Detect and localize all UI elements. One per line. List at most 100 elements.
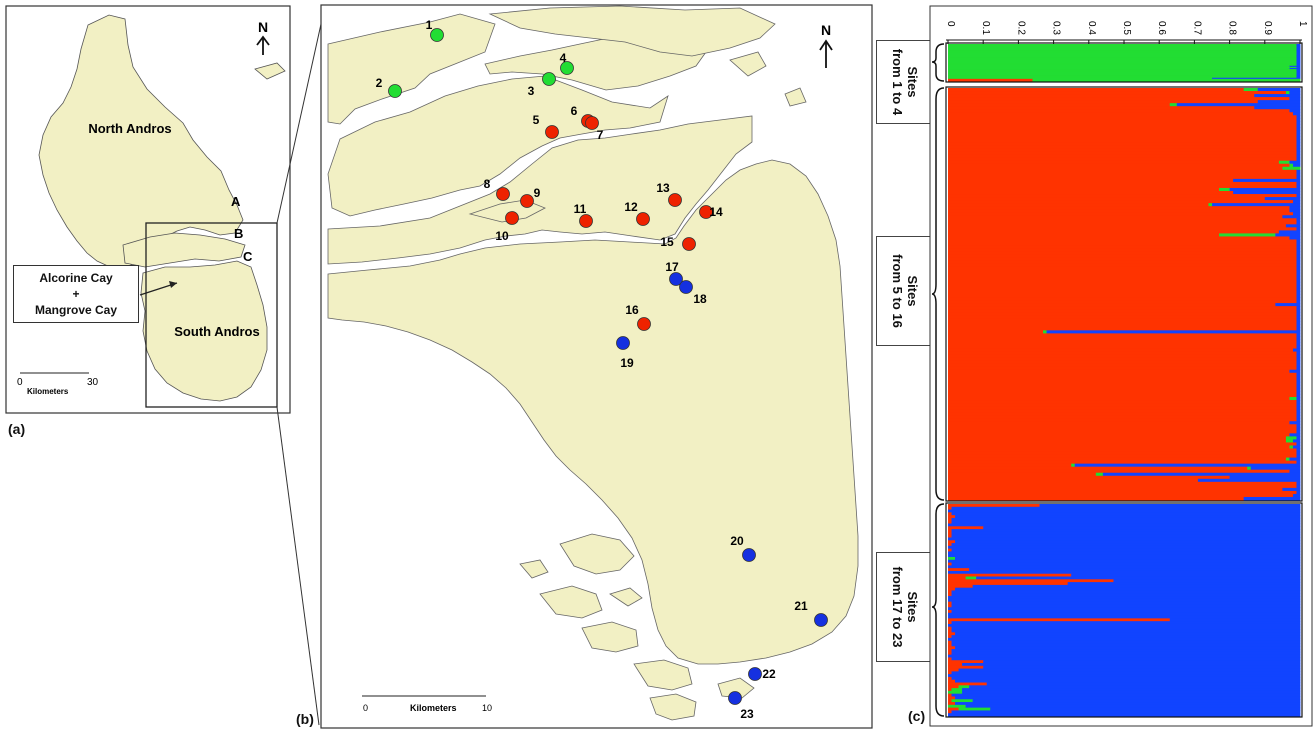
panel-c-label: (c) <box>908 708 926 724</box>
group-5-16-bar-117-red <box>948 442 1297 446</box>
group-17-23-bar-68-blue <box>951 693 1301 697</box>
group-17-23-bar-74-red <box>948 710 952 714</box>
group-5-16-bar-120-red <box>948 451 1297 456</box>
group-5-16-bar-93-red <box>948 369 1290 374</box>
group-17-23-bar-29-red <box>948 584 974 589</box>
group-5-16-bar-63-red <box>948 278 1297 283</box>
group-5-16-bar-102-red <box>948 397 1290 401</box>
callout-line-2: Mangrove Cay <box>34 303 118 317</box>
group-5-16-bar-99-blue <box>1296 387 1301 392</box>
site-label-8: 8 <box>484 177 491 191</box>
group-17-23-bar-70-green <box>951 699 974 703</box>
group-17-23-bar-10-red <box>948 531 952 536</box>
group-1-4-bar-5-green <box>948 49 1297 52</box>
group-5-16-bar-21-blue <box>1296 151 1301 156</box>
group-17-23-bar-68-red <box>948 693 952 697</box>
group-5-16-bar-103-red <box>948 400 1297 404</box>
group-5-16-bar-97-blue <box>1296 381 1301 386</box>
group-5-16-bar-127-blue <box>1102 472 1301 477</box>
group-5-16-bar-108-blue <box>1296 415 1301 419</box>
group-17-23-bar-42-red <box>948 621 952 625</box>
group-17-23-bar-50-red <box>948 643 952 647</box>
axis-tick-label-4: 0.4 <box>1086 21 1097 35</box>
site-marker-18 <box>679 280 693 294</box>
group-5-16-bar-119-blue <box>1296 448 1301 453</box>
group-5-16-bar-102-green <box>1289 397 1297 401</box>
group-5-16-bar-57-blue <box>1296 260 1301 265</box>
group-5-16-bar-0-red <box>948 88 1245 92</box>
group-5-16-bar-33-blue <box>1229 187 1301 192</box>
group-5-16-bar-47-blue <box>1278 230 1301 234</box>
group-5-16-bar-14-blue <box>1296 130 1301 134</box>
group-17-23-bar-36-blue <box>951 604 1301 608</box>
group-5-16-bar-44-red <box>948 221 1297 225</box>
group-5-16-bar-107-blue <box>1296 412 1301 416</box>
group-5-16-bar-85-red <box>948 345 1297 350</box>
group-5-16-bar-108-red <box>948 415 1297 419</box>
group-17-23-bar-30-blue <box>955 587 1301 591</box>
group-5-16-bar-92-blue <box>1296 366 1301 371</box>
group-17-23-bar-46-blue <box>955 632 1301 636</box>
group-5-16-bar-66-blue <box>1296 287 1301 292</box>
axis-tick-label-8: 0.8 <box>1227 21 1238 35</box>
group-1-4-bar-19-blue <box>1296 64 1301 67</box>
group-17-23-bar-59-blue <box>958 668 1301 672</box>
group-5-16-bar-68-blue <box>1296 294 1301 298</box>
group-5-16-bar-124-red <box>948 463 1072 468</box>
group-17-23-bar-44-blue <box>951 626 1301 631</box>
group-17-23-bar-38-red <box>948 610 952 614</box>
group-5-16-bar-1-green <box>1285 91 1290 95</box>
group-1-4-bar-27-green <box>948 73 1297 75</box>
group-1-4-bar-22-green <box>948 67 1290 70</box>
group-17-23-bar-4-blue <box>955 515 1301 519</box>
group-5-16-bar-17-blue <box>1296 139 1301 144</box>
group-1-4-bar-17-blue <box>1296 62 1301 65</box>
axis-tick-label-2: 0.2 <box>1015 21 1026 35</box>
group-1-4-bar-32-green <box>1032 78 1301 81</box>
group-1-4-bar-30-green <box>948 76 1297 79</box>
group-1-4-bar-13-blue <box>1296 58 1301 60</box>
group-1-4-bar-24-green <box>948 70 1297 72</box>
group-5-16-bar-24-green <box>1278 160 1290 165</box>
group-5-16-bar-71-blue <box>1275 303 1301 307</box>
group-5-16-bar-85-blue <box>1296 345 1301 350</box>
group-5-16-bar-48-green <box>1219 233 1276 237</box>
group-5-16-bar-71-red <box>948 303 1276 307</box>
group-17-23-bar-64-blue <box>986 682 1301 686</box>
group-5-16-bar-135-blue <box>1243 496 1301 501</box>
group-5-16-bar-36-blue <box>1264 197 1301 201</box>
group-1-4-bar-14-blue <box>1296 59 1301 61</box>
group-1-4-bar-2-green <box>948 46 1297 48</box>
group-5-16-bar-130-red <box>948 481 1297 486</box>
group-1-4-bar-20-blue <box>1289 65 1301 68</box>
group-5-16-bar-89-red <box>948 357 1297 362</box>
group-1-4-bar-20-green <box>948 65 1290 68</box>
group-5-16-bar-82-blue <box>1296 336 1301 340</box>
group-17-23-bar-17-blue <box>948 551 1301 555</box>
group-5-16-bar-45-blue <box>1285 224 1301 228</box>
group-5-16-bar-69-blue <box>1296 297 1301 301</box>
group-5-16-bar-102-blue <box>1296 397 1301 401</box>
group-1-4-bar-16-blue <box>1296 61 1301 63</box>
overview-scale-max: 30 <box>87 377 99 388</box>
group-17-23-bar-1-red <box>948 506 952 511</box>
group-17-23-bar-71-red <box>948 702 956 706</box>
group-5-16-bar-25-blue <box>1292 163 1301 168</box>
group-5-16-bar-134-blue <box>1292 493 1301 498</box>
group-1-4-bar-6-blue <box>1296 50 1301 53</box>
group-5-16-bar-56-red <box>948 257 1297 262</box>
group-17-23-bar-69-red <box>948 696 956 700</box>
group-5-16-bar-112-red <box>948 427 1297 431</box>
group-5-16-bar-83-red <box>948 339 1297 343</box>
group-5-16-bar-78-blue <box>1296 324 1301 328</box>
group-17-23-bar-31-red <box>948 590 952 594</box>
group-17-23-bar-12-blue <box>948 537 1301 541</box>
group-1-4-bar-31-blue <box>1212 77 1301 80</box>
group-5-16-bar-116-red <box>948 439 1287 443</box>
group-17-23-bar-23-red <box>948 568 970 572</box>
group-5-16-bar-33-green <box>1219 187 1230 192</box>
group-5-16-bar-132-blue <box>1282 487 1301 492</box>
group-17-23-bar-21-blue <box>951 562 1301 566</box>
group-5-16-bar-61-blue <box>1296 272 1301 277</box>
